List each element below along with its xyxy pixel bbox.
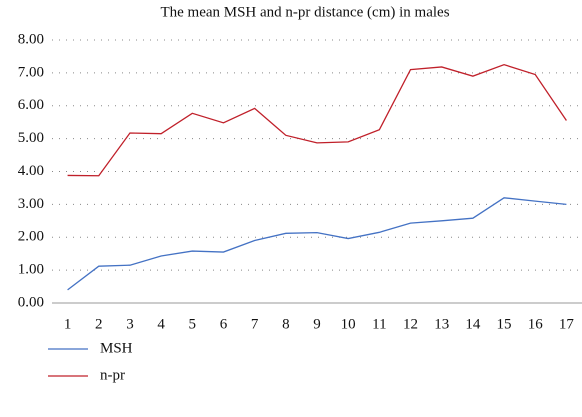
x-tick-label: 13 <box>434 316 449 332</box>
y-tick-label: 2.00 <box>18 229 44 245</box>
x-tick-label: 15 <box>497 316 512 332</box>
y-tick-label: 4.00 <box>18 163 44 179</box>
x-tick-label: 2 <box>95 316 103 332</box>
y-tick-label: 7.00 <box>18 64 44 80</box>
y-tick-label: 0.00 <box>18 294 44 310</box>
y-tick-label: 1.00 <box>18 262 44 278</box>
x-tick-label: 7 <box>251 316 259 332</box>
series-line <box>67 63 567 177</box>
x-tick-label: 4 <box>157 316 165 332</box>
x-tick-label: 17 <box>559 316 575 332</box>
x-tick-label: 8 <box>282 316 290 332</box>
x-tick-label: 11 <box>372 316 386 332</box>
x-tick-label: 16 <box>528 316 544 332</box>
legend-label: n-pr <box>100 367 125 383</box>
y-tick-label: 3.00 <box>18 196 44 212</box>
x-tick-label: 3 <box>126 316 134 332</box>
x-tick-label: 12 <box>403 316 418 332</box>
y-tick-label: 5.00 <box>18 130 44 146</box>
legend-label: MSH <box>100 340 133 356</box>
x-tick-label: 9 <box>313 316 321 332</box>
x-tick-label: 14 <box>465 316 481 332</box>
y-tick-label: 8.00 <box>18 31 44 47</box>
x-tick-label: 10 <box>341 316 356 332</box>
x-tick-label: 5 <box>189 316 197 332</box>
x-tick-label: 1 <box>64 316 72 332</box>
y-tick-label: 6.00 <box>18 97 44 113</box>
x-tick-label: 6 <box>220 316 228 332</box>
chart-title: The mean MSH and n-pr distance (cm) in m… <box>160 4 449 20</box>
series-line <box>67 197 567 291</box>
